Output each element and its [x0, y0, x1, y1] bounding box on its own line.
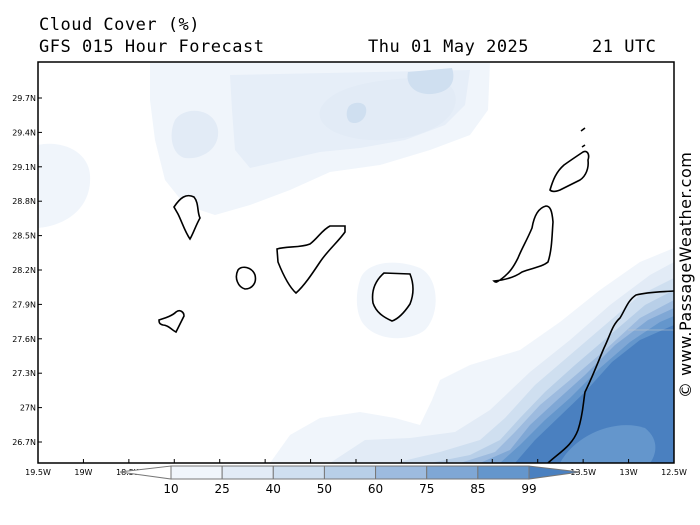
- cloud-patch-b: [319, 77, 456, 141]
- colorbar: 10 25 40 50 60 75 85 99: [119, 465, 581, 496]
- credit-box: © www.PassageWeather.com: [676, 152, 700, 418]
- colorbar-arrow-high: [528, 465, 581, 480]
- lat-label: 28.8N: [12, 197, 36, 206]
- lat-label: 27N: [20, 404, 36, 413]
- lon-label: 13W: [620, 468, 638, 477]
- colorbar-cell: [272, 465, 325, 480]
- lon-label: 19.5W: [25, 468, 51, 477]
- island-la-gomera: [235, 266, 257, 290]
- lon-label: 12.5W: [661, 468, 687, 477]
- forecast-date: Thu 01 May 2025: [368, 37, 530, 57]
- island-fuerteventura: [492, 205, 554, 283]
- colorbar-label: 10: [163, 482, 178, 496]
- lat-label: 29.4N: [12, 128, 36, 137]
- forecast-time: 21 UTC: [592, 37, 657, 57]
- latitude-axis: 29.7N 29.4N 29.1N 28.8N 28.5N 28.2N 27.9N 27.6N…: [12, 94, 42, 447]
- cloud-patch-a: [171, 110, 219, 159]
- island-gran-canaria: [371, 272, 414, 322]
- lat-label: 27.9N: [12, 300, 36, 309]
- lat-label: 28.5N: [12, 232, 36, 241]
- colorbar-cell: [375, 465, 428, 480]
- chart-title: Cloud Cover (%): [39, 15, 201, 35]
- lat-label: 28.2N: [12, 266, 36, 275]
- colorbar-label: 50: [317, 482, 332, 496]
- islet-alegranza: [580, 127, 586, 132]
- lat-label: 27.6N: [12, 335, 36, 344]
- passageweather-credit: © www.PassageWeather.com: [676, 151, 695, 398]
- coastline-africa: [547, 290, 674, 463]
- colorbar-arrow-low: [119, 465, 172, 480]
- island-la-palma: [173, 194, 201, 241]
- colorbar-label: 99: [521, 482, 536, 496]
- colorbar-label: 40: [266, 482, 281, 496]
- colorbar-label: 75: [419, 482, 434, 496]
- island-lanzarote: [549, 150, 590, 193]
- island-el-hierro: [158, 309, 185, 334]
- colorbar-cell: [323, 465, 377, 480]
- cloud-patch-c: [407, 68, 454, 95]
- island-tenerife: [276, 225, 346, 295]
- forecast-subtitle: GFS 015 Hour Forecast: [39, 37, 265, 57]
- colorbar-label: 25: [215, 482, 230, 496]
- cloud-hole-south: [560, 425, 656, 463]
- colorbar-cell: [221, 465, 274, 480]
- cloud-patch-west: [38, 143, 91, 228]
- cloud-cover-fill: [38, 62, 674, 463]
- colorbar-cell: [426, 465, 479, 480]
- colorbar-label: 85: [470, 482, 485, 496]
- islet-graciosa: [581, 144, 586, 148]
- lon-label: 19W: [74, 468, 92, 477]
- lon-label: 13.5W: [570, 468, 596, 477]
- lat-label: 29.7N: [12, 94, 36, 103]
- lat-label: 26.7N: [12, 438, 36, 447]
- colorbar-label: 60: [368, 482, 383, 496]
- colorbar-cell: [477, 465, 530, 480]
- colorbar-cell: [170, 465, 223, 480]
- cloud-patch-d: [346, 102, 367, 124]
- lat-label: 27.3N: [12, 369, 36, 378]
- lat-label: 29.1N: [12, 163, 36, 172]
